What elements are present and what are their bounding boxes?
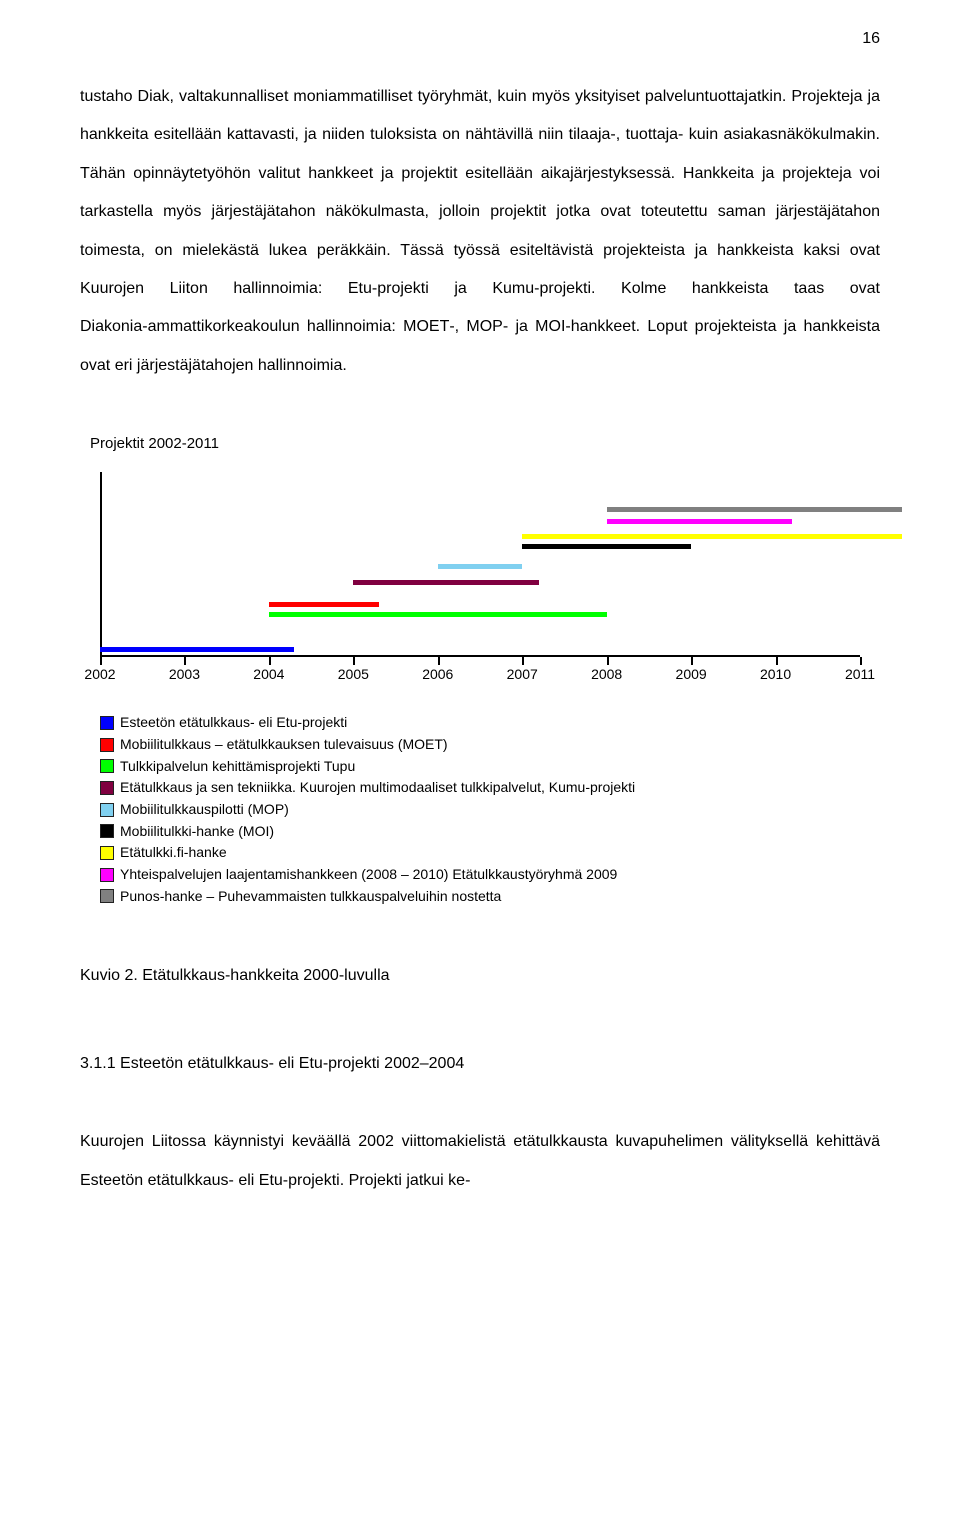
x-axis-label: 2003	[169, 666, 200, 682]
gantt-bar	[269, 612, 607, 617]
legend-label: Punos-hanke – Puhevammaisten tulkkauspal…	[120, 886, 501, 908]
x-tick	[438, 657, 440, 665]
x-tick	[100, 657, 102, 665]
legend-label: Etätulkkaus ja sen tekniikka. Kuurojen m…	[120, 777, 635, 799]
x-tick	[691, 657, 693, 665]
gantt-bar	[353, 580, 539, 585]
x-axis-label: 2008	[591, 666, 622, 682]
gantt-bar	[522, 534, 902, 539]
chart-title: Projektit 2002-2011	[90, 435, 870, 452]
x-tick	[776, 657, 778, 665]
gantt-chart: 2002200320042005200620072008200920102011	[100, 472, 900, 682]
legend-item: Mobiilitulkkauspilotti (MOP)	[100, 799, 870, 821]
legend-swatch	[100, 781, 114, 795]
gantt-bar	[522, 544, 691, 549]
legend-item: Punos-hanke – Puhevammaisten tulkkauspal…	[100, 886, 870, 908]
legend-label: Mobiilitulkkauspilotti (MOP)	[120, 799, 289, 821]
x-tick	[353, 657, 355, 665]
legend-item: Etätulkkaus ja sen tekniikka. Kuurojen m…	[100, 777, 870, 799]
legend-swatch	[100, 716, 114, 730]
legend-item: Esteetön etätulkkaus- eli Etu-projekti	[100, 712, 870, 734]
body-paragraph-1: tustaho Diak, valtakunnalliset moniammat…	[80, 78, 880, 385]
gantt-bar	[438, 564, 522, 569]
gantt-bar	[607, 519, 793, 524]
legend-item: Mobiilitulkki-hanke (MOI)	[100, 821, 870, 843]
chart-legend: Esteetön etätulkkaus- eli Etu-projektiMo…	[100, 712, 870, 907]
x-axis	[100, 655, 860, 657]
page-number: 16	[80, 30, 880, 48]
x-axis-label: 2002	[84, 666, 115, 682]
legend-item: Mobiilitulkkaus – etätulkkauksen tulevai…	[100, 734, 870, 756]
gantt-bar	[607, 507, 903, 512]
x-tick	[184, 657, 186, 665]
x-axis-label: 2007	[507, 666, 538, 682]
x-tick	[522, 657, 524, 665]
legend-swatch	[100, 846, 114, 860]
legend-swatch	[100, 738, 114, 752]
x-axis-label: 2011	[845, 666, 875, 682]
legend-swatch	[100, 824, 114, 838]
x-axis-label: 2006	[422, 666, 453, 682]
x-tick	[860, 657, 862, 665]
figure-caption: Kuvio 2. Etätulkkaus-hankkeita 2000-luvu…	[80, 967, 880, 985]
gantt-bar	[100, 647, 294, 652]
legend-label: Etätulkki.fi-hanke	[120, 842, 227, 864]
legend-item: Yhteispalvelujen laajentamishankkeen (20…	[100, 864, 870, 886]
legend-label: Mobiilitulkki-hanke (MOI)	[120, 821, 274, 843]
gantt-bar	[269, 602, 379, 607]
legend-label: Mobiilitulkkaus – etätulkkauksen tulevai…	[120, 734, 448, 756]
legend-swatch	[100, 803, 114, 817]
x-tick	[607, 657, 609, 665]
legend-swatch	[100, 889, 114, 903]
x-axis-label: 2004	[253, 666, 284, 682]
legend-label: Yhteispalvelujen laajentamishankkeen (20…	[120, 864, 617, 886]
x-axis-label: 2005	[338, 666, 369, 682]
legend-label: Esteetön etätulkkaus- eli Etu-projekti	[120, 712, 347, 734]
x-axis-label: 2010	[760, 666, 791, 682]
legend-swatch	[100, 868, 114, 882]
legend-swatch	[100, 759, 114, 773]
legend-item: Tulkkipalvelun kehittämisprojekti Tupu	[100, 756, 870, 778]
chart-container: Projektit 2002-2011 2002 2003 2004 2005 2006…	[80, 425, 880, 917]
legend-item: Etätulkki.fi-hanke	[100, 842, 870, 864]
x-tick	[269, 657, 271, 665]
legend-label: Tulkkipalvelun kehittämisprojekti Tupu	[120, 756, 355, 778]
body-paragraph-2: Kuurojen Liitossa käynnistyi keväällä 20…	[80, 1123, 880, 1200]
section-heading: 3.1.1 Esteetön etätulkkaus- eli Etu-proj…	[80, 1055, 880, 1073]
x-axis-label: 2009	[676, 666, 707, 682]
y-axis	[100, 472, 102, 657]
